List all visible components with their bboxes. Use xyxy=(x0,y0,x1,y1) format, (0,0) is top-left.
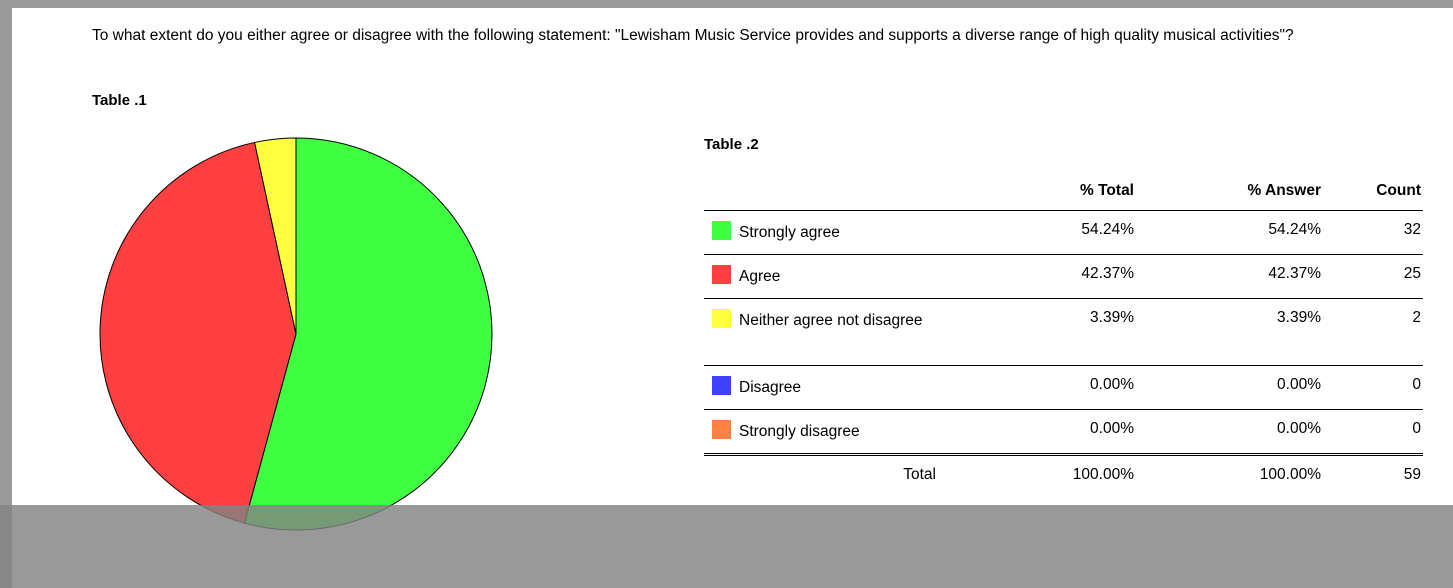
row-count: 0 xyxy=(1323,365,1423,410)
row-pct-answer: 0.00% xyxy=(1136,365,1323,410)
row-count: 0 xyxy=(1323,409,1423,455)
row-count: 32 xyxy=(1323,210,1423,255)
legend-swatch xyxy=(712,376,731,395)
table2-label: Table .2 xyxy=(704,136,759,153)
total-pct-answer: 100.00% xyxy=(1136,453,1323,496)
row-label: Agree xyxy=(739,268,781,285)
pie-chart-svg xyxy=(99,137,493,531)
table-row: Neither agree not disagree 3.39% 3.39% 2 xyxy=(704,298,1423,366)
total-label: Total xyxy=(704,453,1016,496)
row-pct-answer: 0.00% xyxy=(1136,409,1323,455)
row-count: 25 xyxy=(1323,254,1423,299)
legend-swatch xyxy=(712,309,731,328)
question-text: To what extent do you either agree or di… xyxy=(92,27,1294,44)
table-row: Disagree 0.00% 0.00% 0 xyxy=(704,365,1423,410)
pie-chart xyxy=(98,136,494,532)
row-label: Strongly disagree xyxy=(739,423,860,440)
table1-label: Table .1 xyxy=(92,92,147,109)
total-row: Total 100.00% 100.00% 59 xyxy=(704,453,1423,496)
row-label: Neither agree not disagree xyxy=(739,312,923,329)
row-pct-answer: 3.39% xyxy=(1136,298,1323,366)
total-count: 59 xyxy=(1323,453,1423,496)
row-pct-total: 0.00% xyxy=(1016,365,1136,410)
legend-swatch xyxy=(712,265,731,284)
row-label: Disagree xyxy=(739,379,802,396)
legend-swatch xyxy=(712,221,731,240)
table-row: Strongly disagree 0.00% 0.00% 0 xyxy=(704,409,1423,455)
table-header-row: % Total % Answer Count xyxy=(704,172,1423,211)
results-table: % Total % Answer Count Strongly agree 54… xyxy=(704,172,1423,496)
row-pct-total: 54.24% xyxy=(1016,210,1136,255)
header-pct-total: % Total xyxy=(1016,172,1136,211)
header-label xyxy=(704,172,1016,211)
table-row: Agree 42.37% 42.37% 25 xyxy=(704,254,1423,299)
header-pct-answer: % Answer xyxy=(1136,172,1323,211)
row-pct-total: 42.37% xyxy=(1016,254,1136,299)
total-pct-total: 100.00% xyxy=(1016,453,1136,496)
pie-slice-agree xyxy=(99,141,297,524)
row-count: 2 xyxy=(1323,298,1423,366)
pie-slice-neither-agree-not-disagree xyxy=(253,137,297,335)
row-label: Strongly agree xyxy=(739,224,840,241)
row-pct-total: 0.00% xyxy=(1016,409,1136,455)
report-page: To what extent do you either agree or di… xyxy=(12,8,1453,588)
row-pct-answer: 54.24% xyxy=(1136,210,1323,255)
legend-swatch xyxy=(712,420,731,439)
row-pct-answer: 42.37% xyxy=(1136,254,1323,299)
bottom-gray-overlay xyxy=(0,505,1453,588)
row-pct-total: 3.39% xyxy=(1016,298,1136,366)
table-row: Strongly agree 54.24% 54.24% 32 xyxy=(704,210,1423,255)
header-count: Count xyxy=(1323,172,1423,211)
